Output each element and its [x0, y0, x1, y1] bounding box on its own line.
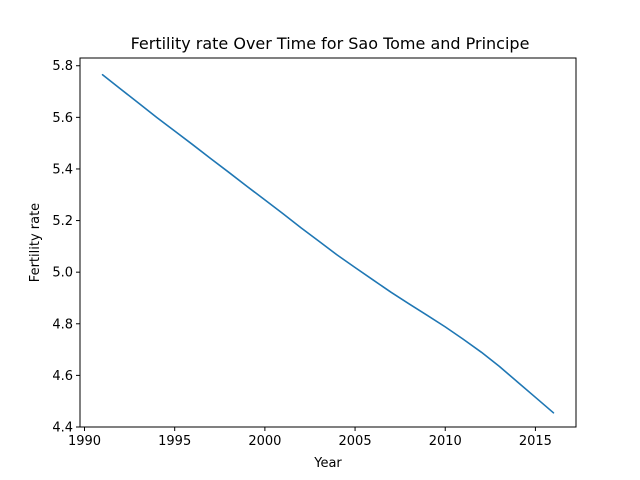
x-tick-label: 2015: [519, 434, 552, 449]
x-axis-title: Year: [313, 456, 342, 471]
x-tick-label: 1990: [68, 434, 101, 449]
y-tick-label: 5.0: [52, 266, 73, 281]
y-tick-label: 5.4: [52, 162, 73, 177]
y-axis-title: Fertility rate: [28, 203, 43, 282]
x-tick-label: 2000: [248, 434, 281, 449]
x-tick-label: 1995: [158, 434, 191, 449]
x-tick-label: 2005: [339, 434, 372, 449]
y-tick-label: 4.6: [52, 369, 73, 384]
y-tick-label: 4.4: [52, 421, 73, 436]
y-tick-label: 5.8: [52, 59, 73, 74]
ticks-layer: 1990 1995 2000 2005 2010 2015 4.4 4.6 4.8 5.0 5.2 5…: [52, 59, 552, 449]
x-tick-label: 2010: [429, 434, 462, 449]
y-tick-label: 4.8: [52, 317, 73, 332]
series-line-0: [101, 73, 555, 414]
series-layer: [101, 73, 555, 414]
plot-frame: [79, 57, 577, 428]
y-tick-label: 5.6: [52, 111, 73, 126]
chart-title: Fertility rate Over Time for Sao Tome an…: [131, 34, 530, 53]
y-tick-label: 5.2: [52, 214, 73, 229]
